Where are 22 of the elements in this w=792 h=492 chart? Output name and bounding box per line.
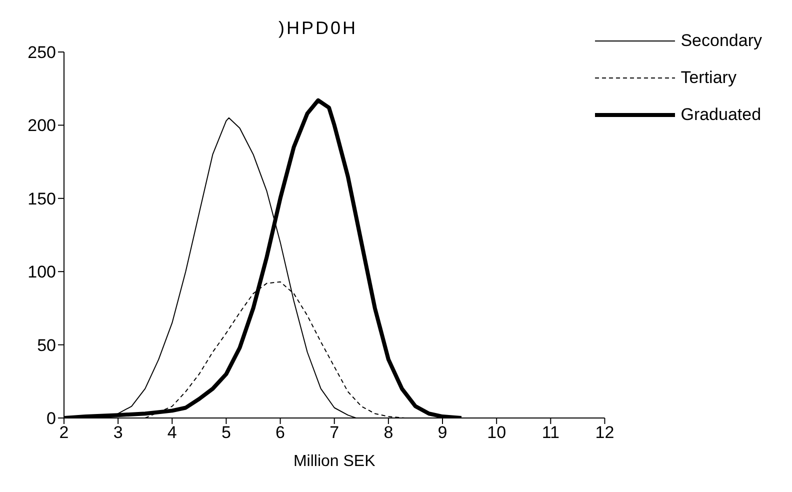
x-tick-label: 7 bbox=[330, 423, 340, 442]
x-tick-label: 5 bbox=[221, 423, 231, 442]
x-tick-label: 9 bbox=[438, 423, 448, 442]
y-tick-label: 250 bbox=[28, 43, 56, 62]
legend-label: Tertiary bbox=[680, 68, 736, 88]
y-tick-label: 0 bbox=[46, 409, 56, 428]
legend-label: Graduated bbox=[680, 104, 762, 124]
x-tick-label: 10 bbox=[487, 423, 506, 442]
x-tick-label: 2 bbox=[59, 423, 69, 442]
y-tick-label: 150 bbox=[28, 189, 56, 208]
x-tick-label: 11 bbox=[542, 423, 560, 442]
chart-title: )HPD0H bbox=[277, 18, 358, 39]
x-tick-label: 4 bbox=[167, 423, 177, 442]
y-tick-label: 50 bbox=[37, 336, 56, 355]
x-tick-label: 8 bbox=[384, 423, 394, 442]
y-tick-label: 200 bbox=[28, 116, 56, 136]
x-axis-title: Million SEK bbox=[293, 453, 376, 470]
x-tick-label: 3 bbox=[113, 423, 123, 442]
x-tick-label: 12 bbox=[595, 423, 614, 442]
y-tick-label: 100 bbox=[28, 262, 56, 282]
legend-label: Secondary bbox=[680, 30, 762, 50]
x-tick-label: 6 bbox=[276, 423, 286, 442]
